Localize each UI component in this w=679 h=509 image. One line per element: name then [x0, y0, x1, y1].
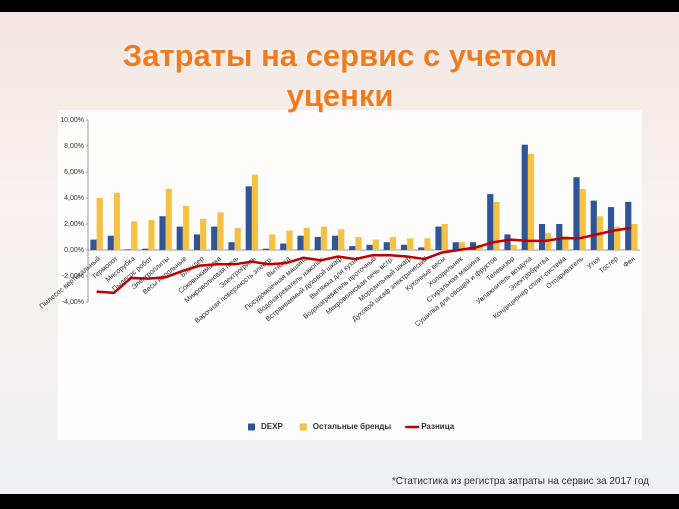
bar — [625, 201, 632, 250]
line — [96, 226, 632, 295]
bar — [372, 239, 379, 250]
bar — [320, 226, 328, 250]
legend-swatch — [248, 423, 255, 431]
bar — [286, 230, 293, 250]
bar — [107, 235, 114, 250]
chart-panel — [58, 110, 642, 440]
y-tick-label: 0,00% — [64, 247, 84, 254]
bar — [90, 239, 97, 250]
bar — [435, 226, 442, 250]
bar — [262, 248, 270, 250]
bar — [562, 235, 569, 250]
x-tick-label: Тостер — [598, 256, 619, 276]
bar — [251, 174, 259, 250]
bar — [614, 226, 621, 250]
bar — [159, 216, 166, 250]
legend-label: Остальные бренды — [313, 422, 392, 431]
bar — [217, 212, 224, 250]
bar — [504, 234, 511, 250]
legend-label: Разница — [421, 422, 455, 431]
bar — [607, 207, 615, 250]
bar — [355, 237, 362, 250]
bar — [314, 237, 321, 250]
bar — [579, 188, 586, 250]
bar — [113, 192, 121, 250]
bar — [366, 244, 373, 250]
bar — [96, 198, 103, 250]
legend-swatch — [299, 423, 307, 431]
bar — [131, 221, 138, 250]
chart-title: Затраты на сервис с учетом уценки — [122, 38, 558, 113]
bar — [269, 234, 276, 250]
bar — [400, 244, 408, 250]
bar — [349, 246, 356, 250]
bar — [228, 242, 235, 250]
y-tick-label: -2,00% — [62, 273, 84, 280]
bar — [521, 144, 528, 250]
bar — [176, 226, 183, 250]
bar — [469, 242, 477, 250]
bar — [124, 249, 132, 250]
bar — [424, 238, 431, 250]
y-tick-label: 6,00% — [64, 169, 84, 176]
bar — [573, 177, 580, 250]
bottom-bar — [0, 494, 679, 509]
y-tick-label: 10,00% — [60, 117, 84, 124]
bar — [338, 229, 345, 250]
bar — [538, 224, 546, 250]
bar — [556, 224, 563, 250]
bar — [383, 242, 390, 250]
bar — [211, 226, 218, 250]
bar — [407, 238, 414, 250]
top-bar — [0, 0, 679, 12]
y-tick-label: 8,00% — [64, 143, 84, 150]
legend-label: DEXP — [261, 422, 283, 431]
bar — [245, 186, 252, 250]
x-tick-label: Фен — [622, 256, 637, 270]
bar — [493, 201, 500, 250]
bar — [193, 234, 201, 250]
bar — [142, 248, 149, 250]
y-tick-label: -4,00% — [62, 299, 84, 306]
bar — [280, 243, 287, 250]
bar — [389, 237, 397, 250]
bar — [297, 235, 304, 250]
bar — [331, 235, 339, 250]
y-tick-label: 2,00% — [64, 221, 84, 228]
bar — [303, 227, 310, 250]
bar — [441, 224, 448, 250]
bar — [182, 205, 190, 250]
bar — [590, 200, 597, 250]
bar — [418, 247, 425, 250]
footnote: *Статистика из регистра затраты на серви… — [391, 476, 649, 487]
bar — [458, 242, 466, 250]
bar — [510, 244, 517, 250]
bar — [452, 242, 459, 250]
bar — [148, 220, 155, 250]
bar — [631, 224, 638, 250]
bar — [165, 188, 172, 250]
bar — [527, 153, 535, 250]
y-tick-label: 4,00% — [64, 195, 84, 202]
bar — [200, 218, 207, 250]
bar — [234, 227, 241, 250]
bar — [487, 194, 494, 250]
